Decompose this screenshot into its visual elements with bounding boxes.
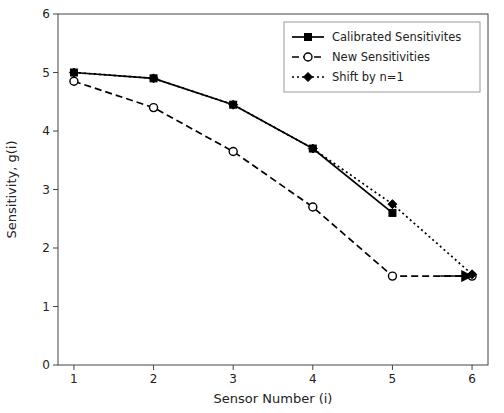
point [230, 101, 237, 108]
y-tick-label: 3 [42, 183, 50, 197]
y-tick [53, 131, 58, 132]
y-tick-label: 2 [42, 241, 50, 255]
x-tick [153, 365, 154, 370]
legend-label: New Sensitivities [332, 50, 430, 64]
y-tick [53, 72, 58, 73]
y-tick-label: 6 [42, 7, 50, 21]
y-tick-label: 5 [42, 66, 50, 80]
legend-label: Calibrated Sensitivites [332, 30, 461, 44]
point [70, 77, 78, 85]
legend-box [284, 22, 480, 92]
series-line [74, 73, 393, 213]
x-tick [233, 365, 234, 370]
y-tick-label: 0 [42, 358, 50, 372]
x-tick-label: 3 [229, 372, 237, 386]
point [149, 74, 158, 83]
y-tick-label: 4 [42, 124, 50, 138]
legend-marker [304, 73, 313, 82]
x-tick [392, 365, 393, 370]
legend: Calibrated Sensitivites New Sensitivities… [284, 22, 480, 92]
point [389, 209, 396, 216]
point [468, 270, 477, 279]
legend-marker [305, 34, 312, 41]
x-tick-label: 4 [309, 372, 317, 386]
y-tick [53, 248, 58, 249]
point [229, 100, 238, 109]
point [309, 145, 316, 152]
annotation-arrow [440, 275, 472, 277]
point [70, 69, 77, 76]
point [69, 68, 78, 77]
chart: 1 2 3 4 5 6 0 1 2 3 4 5 6 Sensor Number (i) Sensitivit… [0, 0, 504, 413]
x-tick [472, 365, 473, 370]
x-tick-label: 5 [389, 372, 397, 386]
legend-label: Shift by n=1 [332, 70, 404, 84]
legend-marker [304, 53, 312, 61]
y-tick [53, 14, 58, 15]
x-tick-label: 2 [150, 372, 158, 386]
point [150, 104, 158, 112]
y-tick-label: 1 [42, 300, 50, 314]
point [308, 144, 317, 153]
series [69, 68, 476, 279]
x-tick [312, 365, 313, 370]
y-tick [53, 365, 58, 366]
point [388, 200, 397, 209]
x-axis-label: Sensor Number (i) [214, 391, 333, 406]
point [388, 272, 396, 280]
series-line [74, 81, 472, 276]
point [150, 75, 157, 82]
point [309, 203, 317, 211]
axes: 1 2 3 4 5 6 0 1 2 3 4 5 6 [42, 7, 476, 386]
series-line [74, 73, 472, 275]
y-tick [53, 306, 58, 307]
x-tick-label: 6 [468, 372, 476, 386]
series [70, 77, 476, 280]
x-tick [73, 365, 74, 370]
plot-frame [58, 14, 488, 365]
plot-area [69, 68, 476, 280]
y-axis-label: Sensitivity, g(i) [4, 141, 19, 239]
y-tick [53, 189, 58, 190]
point [229, 147, 237, 155]
x-tick-label: 1 [70, 372, 78, 386]
